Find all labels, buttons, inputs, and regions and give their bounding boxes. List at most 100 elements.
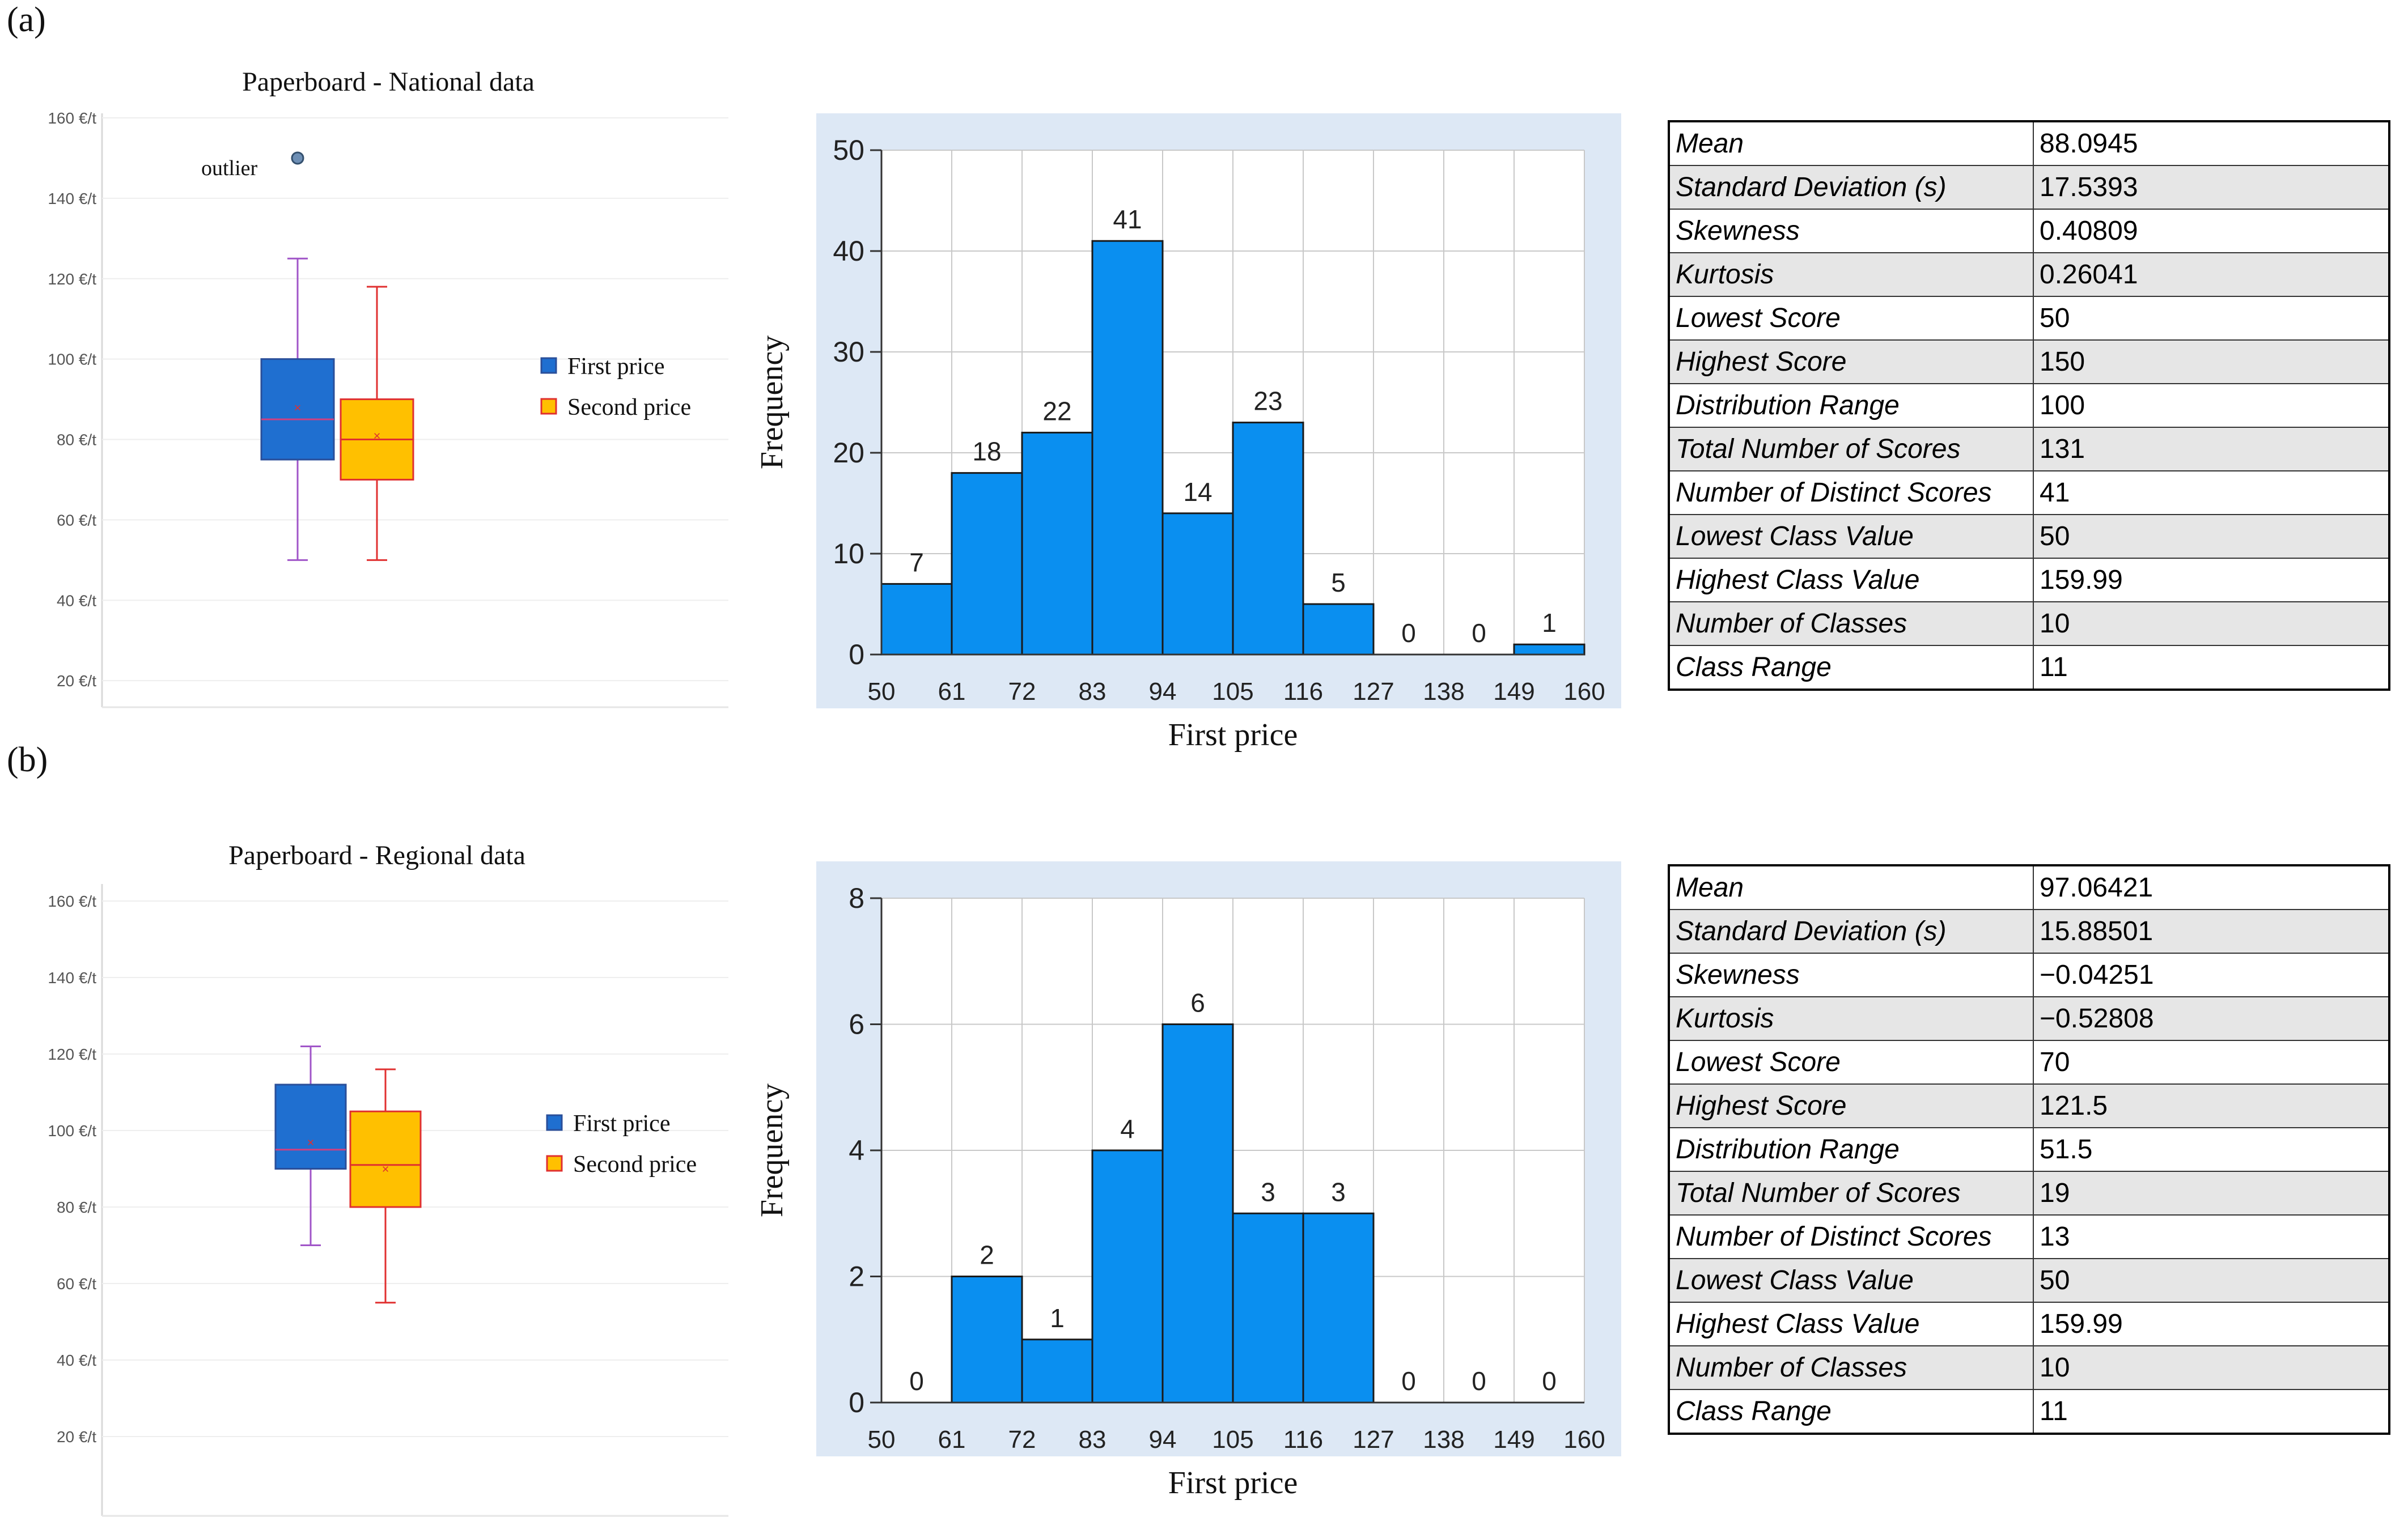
bar-value-label: 6 (1190, 988, 1205, 1018)
stats-row: Number of Classes 10 (1668, 601, 2390, 646)
stats-row: Lowest Class Value 50 (1668, 514, 2390, 559)
histogram-bar (1302, 1212, 1375, 1404)
y-tick-label: 50 (833, 134, 864, 166)
stats-value: 0.40809 (2033, 209, 2390, 253)
stats-key: Highest Class Value (1668, 558, 2034, 602)
histogram-bar (1232, 422, 1304, 656)
x-tick-label: 61 (938, 1426, 966, 1454)
bar-value-label: 14 (1183, 477, 1212, 507)
stats-row: Class Range 11 (1668, 1389, 2390, 1434)
stats-key: Distribution Range (1668, 1127, 2034, 1172)
stats-row: Number of Distinct Scores 41 (1668, 470, 2390, 515)
x-tick-label: 149 (1493, 678, 1534, 706)
histogram-bar (1021, 431, 1093, 656)
y-tick-label: 6 (849, 1009, 864, 1040)
stats-value: 10 (2033, 601, 2390, 646)
stats-table-regional: Mean 97.06421 Standard Deviation (s) 15.885… (1668, 864, 2390, 1435)
legend-label-second-price: Second price (573, 1151, 697, 1178)
y-tick-label: 60 €/t (57, 511, 96, 529)
stats-key: Lowest Score (1668, 296, 2034, 341)
chart-title: Paperboard - Regional data (228, 840, 525, 870)
stats-key: Total Number of Scores (1668, 1171, 2034, 1216)
histogram-bar (951, 472, 1023, 656)
bar-value-label: 2 (980, 1240, 994, 1270)
stats-value: 159.99 (2033, 1302, 2390, 1346)
legend-swatch-first-price (546, 1114, 563, 1131)
stats-value: 159.99 (2033, 558, 2390, 602)
outlier-annotation: outlier (201, 156, 258, 180)
y-tick-label: 2 (849, 1261, 864, 1293)
stats-value: 50 (2033, 296, 2390, 341)
y-tick-label: 80 €/t (57, 431, 96, 449)
first-price-mean-marker: × (307, 1135, 315, 1149)
stats-row: Standard Deviation (s) 17.5393 (1668, 165, 2390, 210)
stats-key: Lowest Score (1668, 1040, 2034, 1085)
stats-key: Number of Distinct Scores (1668, 1214, 2034, 1259)
first-price-outlier-point (291, 151, 304, 165)
stats-value: 0.26041 (2033, 252, 2390, 297)
y-tick-label: 140 €/t (48, 969, 96, 987)
stats-value: 10 (2033, 1345, 2390, 1390)
x-tick-label: 138 (1423, 1426, 1464, 1454)
stats-row: Highest Score 150 (1668, 339, 2390, 384)
stats-key: Number of Classes (1668, 1345, 2034, 1390)
stats-value: 51.5 (2033, 1127, 2390, 1172)
stats-key: Class Range (1668, 1389, 2034, 1434)
bar-value-label: 18 (972, 437, 1001, 466)
stats-row: Skewness 0.40809 (1668, 209, 2390, 253)
stats-key: Standard Deviation (s) (1668, 909, 2034, 954)
x-tick-label: 50 (868, 678, 896, 706)
first-price-mean-marker: × (294, 401, 302, 415)
bar-value-label: 23 (1253, 386, 1282, 416)
bar-value-label: 4 (1120, 1114, 1135, 1144)
second-price-box (349, 1110, 422, 1208)
stats-value: 100 (2033, 383, 2390, 428)
legend-swatch-first-price (540, 357, 557, 374)
x-tick-label: 116 (1283, 1426, 1323, 1454)
y-tick-label: 20 €/t (57, 1428, 96, 1446)
bar-value-label: 3 (1331, 1177, 1346, 1206)
boxplot-national: Paperboard - National data 160 €/t 140 €/t… (48, 67, 728, 708)
stats-key: Distribution Range (1668, 383, 2034, 428)
stats-key: Highest Class Value (1668, 1302, 2034, 1346)
histogram-bar (1161, 1023, 1234, 1404)
y-tick-label: 160 €/t (48, 109, 96, 127)
legend-label-first-price: First price (573, 1111, 670, 1137)
x-tick-label: 83 (1079, 1426, 1107, 1454)
x-tick-label: 116 (1283, 678, 1323, 706)
bar-value-label: 3 (1261, 1177, 1275, 1206)
bar-value-label: 41 (1113, 205, 1142, 234)
x-tick-label: 105 (1212, 678, 1253, 706)
panel-label-b: (b) (7, 741, 48, 779)
x-tick-label: 94 (1149, 678, 1177, 706)
first-price-box (260, 358, 335, 461)
stats-value: −0.04251 (2033, 953, 2390, 997)
stats-row: Highest Class Value 159.99 (1668, 558, 2390, 602)
stats-value: 11 (2033, 1389, 2390, 1434)
stats-key: Skewness (1668, 953, 2034, 997)
bar-value-label: 5 (1331, 568, 1346, 597)
y-tick-label: 40 €/t (57, 592, 96, 609)
stats-key: Mean (1668, 865, 2034, 910)
stats-key: Mean (1668, 121, 2034, 166)
stats-row: Highest Class Value 159.99 (1668, 1302, 2390, 1346)
histogram-bar (1091, 240, 1164, 656)
stats-key: Kurtosis (1668, 996, 2034, 1041)
stats-value: 15.88501 (2033, 909, 2390, 954)
bar-value-label: 22 (1042, 396, 1071, 426)
stats-row: Number of Classes 10 (1668, 1345, 2390, 1390)
stats-value: 13 (2033, 1214, 2390, 1259)
stats-row: Distribution Range 100 (1668, 383, 2390, 428)
y-tick-label: 4 (849, 1134, 864, 1166)
x-tick-label: 83 (1079, 678, 1107, 706)
y-tick-label: 100 €/t (48, 351, 96, 368)
boxplot-regional: Paperboard - Regional data 160 €/t 140 €/t… (48, 840, 728, 1517)
y-tick-label: 40 (833, 235, 864, 267)
stats-row: Kurtosis −0.52808 (1668, 996, 2390, 1041)
stats-key: Lowest Class Value (1668, 514, 2034, 559)
histogram-bar (1302, 603, 1375, 656)
bar-value-label: 0 (1401, 618, 1416, 648)
first-price-box (274, 1083, 347, 1170)
y-tick-label: 80 €/t (57, 1199, 96, 1216)
